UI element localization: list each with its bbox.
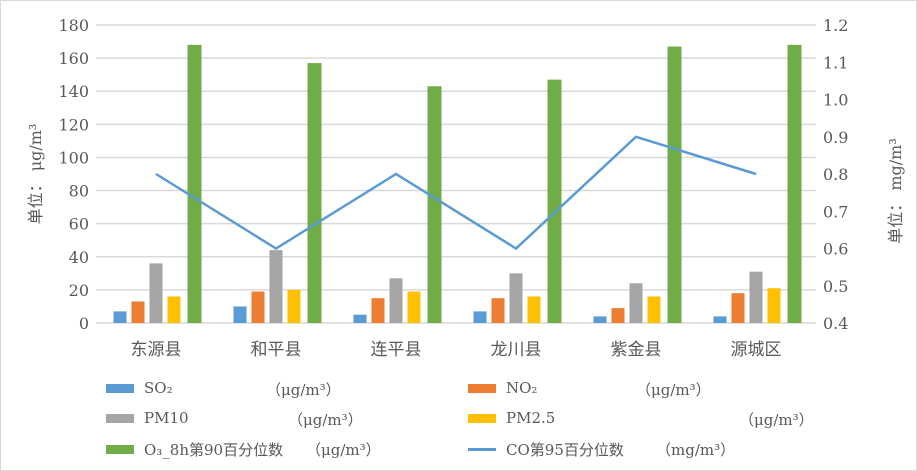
bar-SO₂ bbox=[233, 306, 247, 323]
bar-O₃_8h第90百分位数 bbox=[787, 44, 802, 323]
legend-unit: （μg/m³） bbox=[266, 381, 341, 399]
bar-SO₂ bbox=[713, 316, 727, 323]
legend-item: NO₂ bbox=[468, 379, 537, 397]
bar-NO₂ bbox=[491, 298, 505, 323]
legend-unit: （μg/m³） bbox=[636, 381, 711, 399]
bar-O₃_8h第90百分位数 bbox=[187, 44, 202, 323]
y-right-tick-label: 0.7 bbox=[823, 202, 848, 221]
legend-unit: （μg/m³） bbox=[288, 411, 363, 429]
legend-swatch bbox=[106, 445, 134, 454]
legend-unit: （mg/m³） bbox=[656, 441, 736, 459]
y-left-tick-label: 20 bbox=[69, 281, 89, 300]
chart-svg: 0 20 40 60 80 100 120 140 160 180 0.4 0.5 0.6 0.7 0.8 0… bbox=[26, 16, 905, 360]
y-right-tick-label: 0.6 bbox=[823, 240, 848, 259]
y-left-tick-label: 0 bbox=[79, 314, 89, 333]
x-tick-label: 紫金县 bbox=[611, 340, 662, 360]
line-point bbox=[275, 248, 277, 249]
line-point bbox=[755, 173, 757, 175]
legend-unit: （μg/m³） bbox=[739, 411, 814, 429]
bar-PM2.5 bbox=[407, 291, 421, 323]
bar-PM10 bbox=[149, 263, 163, 323]
legend-item: PM2.5 bbox=[468, 409, 555, 427]
legend-item: CO第95百分位数 bbox=[468, 439, 624, 460]
bar-PM10 bbox=[749, 271, 763, 323]
y-right-tick-label: 0.8 bbox=[823, 165, 848, 184]
legend-swatch bbox=[106, 383, 134, 393]
y-right-tick-label: 1.0 bbox=[823, 91, 848, 110]
y-right-tick-label: 1.1 bbox=[823, 53, 848, 72]
legend-label: SO₂ bbox=[144, 379, 173, 397]
y-left-tick-label: 160 bbox=[58, 49, 89, 68]
legend-item: PM10 bbox=[106, 409, 189, 427]
y-left-tick-label: 60 bbox=[69, 215, 89, 234]
bar-NO₂ bbox=[251, 291, 265, 323]
y-left-tick-label: 40 bbox=[69, 248, 89, 267]
line-point bbox=[395, 173, 397, 175]
legend-label: NO₂ bbox=[506, 379, 538, 397]
legend-swatch bbox=[468, 413, 496, 423]
bar-PM2.5 bbox=[767, 288, 781, 323]
x-tick-label: 龙川县 bbox=[491, 340, 542, 360]
bar-NO₂ bbox=[371, 298, 385, 323]
legend-unit: （μg/m³） bbox=[306, 441, 381, 459]
bar-O₃_8h第90百分位数 bbox=[427, 86, 442, 323]
y-right-tick-label: 0.5 bbox=[823, 277, 848, 296]
y-left-tick-label: 120 bbox=[58, 115, 89, 134]
bar-SO₂ bbox=[113, 311, 127, 323]
legend-label: PM2.5 bbox=[506, 409, 556, 427]
bar-NO₂ bbox=[131, 301, 145, 323]
y-left-tick-label: 180 bbox=[58, 16, 89, 35]
legend-swatch bbox=[468, 448, 496, 451]
line-point bbox=[515, 248, 517, 249]
legend-item: O₃_8h第90百分位数 bbox=[106, 439, 283, 460]
line-point bbox=[635, 136, 637, 138]
bar-PM2.5 bbox=[647, 296, 661, 323]
legend-label: PM10 bbox=[144, 409, 189, 427]
bar-O₃_8h第90百分位数 bbox=[667, 46, 682, 324]
bar-NO₂ bbox=[731, 293, 745, 323]
x-tick-label: 连平县 bbox=[371, 340, 422, 360]
y-left-tick-label: 140 bbox=[58, 82, 89, 101]
x-tick-label: 和平县 bbox=[251, 340, 302, 360]
legend-swatch bbox=[468, 383, 496, 393]
legend-label: O₃_8h第90百分位数 bbox=[144, 441, 284, 459]
line-point bbox=[155, 173, 157, 175]
bar-NO₂ bbox=[611, 308, 625, 323]
line-co bbox=[155, 135, 757, 251]
bar-PM10 bbox=[389, 278, 403, 323]
legend-swatch bbox=[106, 413, 134, 423]
x-tick-label: 源城区 bbox=[731, 340, 782, 360]
bar-PM10 bbox=[629, 283, 643, 323]
bar-PM2.5 bbox=[167, 296, 181, 323]
bar-PM2.5 bbox=[287, 289, 301, 323]
y-right-tick-label: 1.2 bbox=[823, 16, 848, 35]
y-left-axis-label: 单位： μg/m³ bbox=[26, 124, 45, 225]
bar-PM10 bbox=[509, 273, 523, 323]
bar-SO₂ bbox=[593, 316, 607, 323]
bar-PM2.5 bbox=[527, 296, 541, 323]
bar-SO₂ bbox=[473, 311, 487, 323]
bar-O₃_8h第90百分位数 bbox=[307, 63, 322, 323]
bar-PM10 bbox=[269, 250, 283, 323]
legend-item: SO₂ bbox=[106, 379, 173, 397]
y-left-tick-label: 80 bbox=[69, 182, 89, 201]
y-right-tick-label: 0.9 bbox=[823, 128, 848, 147]
legend-label: CO第95百分位数 bbox=[506, 441, 624, 459]
x-tick-label: 东源县 bbox=[131, 340, 182, 360]
y-right-tick-label: 0.4 bbox=[823, 314, 848, 333]
bar-O₃_8h第90百分位数 bbox=[547, 79, 562, 323]
y-right-axis-label: 单位： mg/m³ bbox=[886, 138, 905, 243]
bar-SO₂ bbox=[353, 314, 367, 323]
y-left-tick-label: 100 bbox=[58, 148, 89, 167]
